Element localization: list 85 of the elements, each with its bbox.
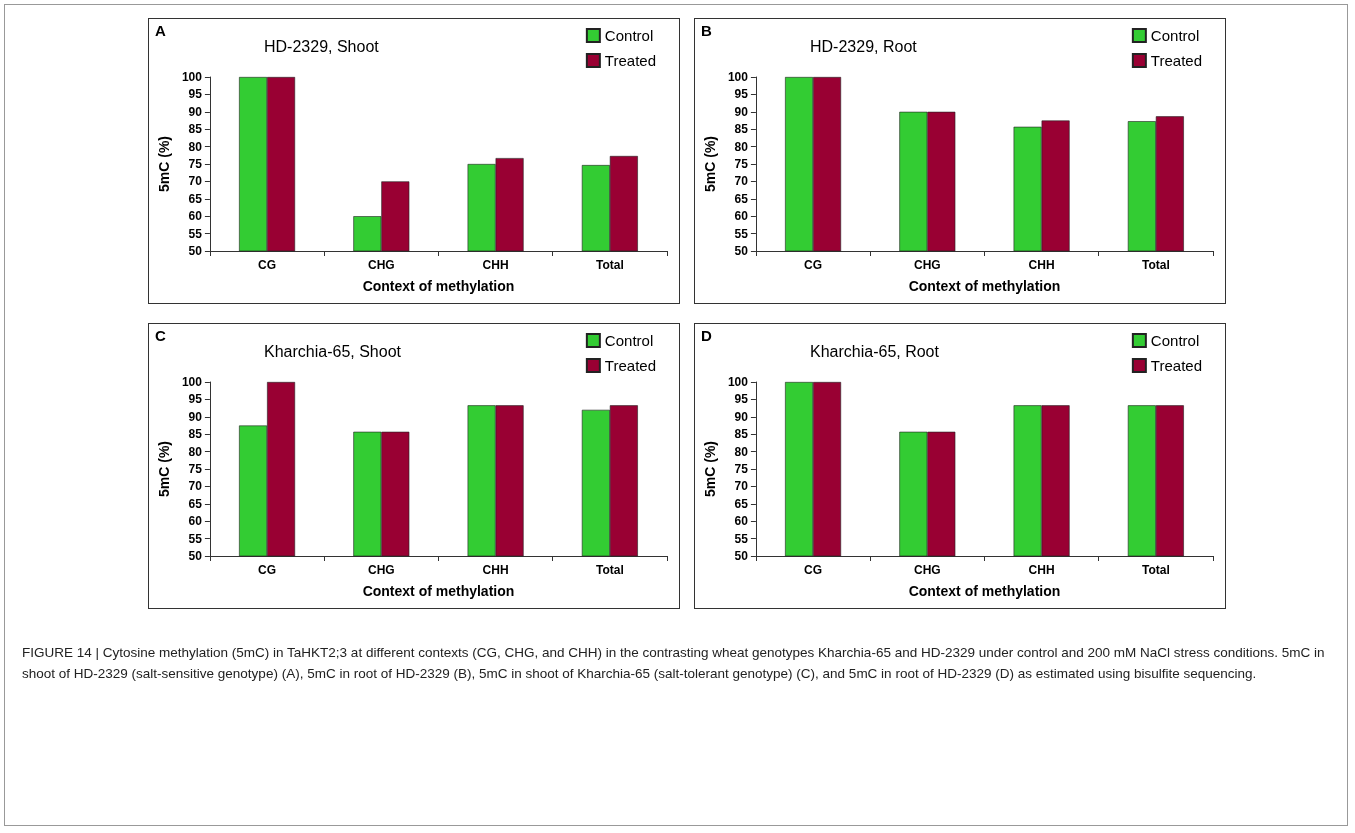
y-tick-label: 50 [734, 244, 749, 258]
legend-label: Control [1150, 332, 1200, 349]
x-axis-title: Context of methylation [908, 278, 1061, 294]
x-tick-label: Total [595, 258, 624, 272]
x-axis-title: Context of methylation [908, 583, 1061, 599]
x-tick-label: CHG [913, 258, 941, 272]
x-tick-label: Total [1141, 258, 1170, 272]
y-tick-label: 50 [188, 244, 203, 258]
x-tick-label: CHG [367, 563, 395, 577]
y-tick-label: 90 [734, 104, 749, 119]
y-tick-label: 70 [188, 479, 203, 494]
y-tick-label: 95 [188, 392, 203, 407]
chart-title: HD-2329, Shoot [264, 37, 380, 55]
x-tick-label: CG [804, 258, 823, 272]
y-axis-title: 5mC (%) [702, 135, 718, 193]
x-axis-title: Context of methylation [362, 583, 515, 599]
text: D [701, 327, 712, 344]
y-tick-label: 70 [734, 479, 749, 494]
text: C [155, 327, 166, 344]
legend-label: Treated [1150, 357, 1202, 374]
x-tick-label: CG [804, 563, 823, 577]
y-tick-label: 55 [188, 226, 203, 241]
y-tick-label: 95 [734, 87, 749, 102]
x-tick-label: CG [258, 563, 277, 577]
y-tick-label: 70 [734, 174, 749, 189]
y-tick-label: 55 [734, 531, 749, 546]
legend-label: Treated [604, 52, 656, 69]
y-axis-title: 5mC (%) [156, 440, 172, 498]
y-tick-label: 95 [734, 392, 749, 407]
caption: FIGURE 14 | Cytosine methylation (5mC) in TaHKT2;3 at different contexts (CG, CHG, and CHH) in the contrasting wheat genotypes Kharchia-65 and HD-2329 under control and 200 mM NaCl stress conditions. 5mC in shoot of HD-2329 (salt-sensitive genotype) (A), 5mC in root of HD-2329 (B), 5mC in shoot of Kharchia-65 (salt-tolerant genotype) (C), and 5mC in root of HD-2329 (D) as estimated using bisulfite sequencing. [22, 644, 1326, 683]
chart-title: Kharchia-65, Shoot [264, 342, 402, 360]
y-tick-label: 55 [188, 531, 203, 546]
text: B [701, 22, 712, 39]
chart-title: HD-2329, Root [810, 37, 918, 55]
x-tick-label: CHH [1028, 258, 1055, 272]
y-tick-label: 100 [181, 375, 203, 389]
legend-label: Control [604, 27, 654, 44]
y-tick-label: 100 [727, 70, 749, 84]
legend-label: Treated [604, 357, 656, 374]
y-tick-label: 80 [734, 139, 749, 154]
y-tick-label: 90 [188, 409, 203, 424]
y-tick-label: 80 [734, 444, 749, 459]
y-tick-label: 100 [181, 70, 203, 84]
x-tick-label: CHH [1028, 563, 1055, 577]
x-tick-label: CHG [367, 258, 395, 272]
y-tick-label: 55 [734, 226, 749, 241]
y-tick-label: 65 [188, 496, 203, 511]
legend-label: Control [1150, 27, 1200, 44]
x-tick-label: CHG [913, 563, 941, 577]
x-tick-label: Total [1141, 563, 1170, 577]
x-tick-label: CG [258, 258, 277, 272]
legend-label: Control [604, 332, 654, 349]
y-tick-label: 65 [734, 496, 749, 511]
y-tick-label: 100 [727, 375, 749, 389]
y-tick-label: 60 [188, 209, 203, 224]
y-tick-label: 65 [188, 191, 203, 206]
text: A [155, 22, 166, 39]
y-tick-label: 60 [734, 209, 749, 224]
y-tick-label: 50 [734, 549, 749, 563]
x-tick-label: CHH [482, 563, 509, 577]
y-tick-label: 65 [734, 191, 749, 206]
y-tick-label: 50 [188, 549, 203, 563]
y-tick-label: 80 [188, 139, 203, 154]
y-tick-label: 85 [734, 427, 749, 442]
y-tick-label: 60 [734, 514, 749, 529]
y-axis-title: 5mC (%) [702, 440, 718, 498]
y-axis-title: 5mC (%) [156, 135, 172, 193]
y-tick-label: 75 [188, 157, 203, 171]
x-axis-title: Context of methylation [362, 278, 515, 294]
y-tick-label: 70 [188, 174, 203, 189]
chart-title: Kharchia-65, Root [810, 342, 940, 360]
y-tick-label: 60 [188, 514, 203, 529]
x-tick-label: CHH [482, 258, 509, 272]
y-tick-label: 75 [734, 157, 749, 171]
y-tick-label: 80 [188, 444, 203, 459]
y-tick-label: 90 [188, 104, 203, 119]
y-tick-label: 85 [188, 427, 203, 442]
y-tick-label: 75 [188, 462, 203, 476]
y-tick-label: 95 [188, 87, 203, 102]
y-tick-label: 85 [734, 122, 749, 137]
y-tick-label: 85 [188, 122, 203, 137]
x-tick-label: Total [595, 563, 624, 577]
y-tick-label: 75 [734, 462, 749, 476]
legend-label: Treated [1150, 52, 1202, 69]
y-tick-label: 90 [734, 409, 749, 424]
